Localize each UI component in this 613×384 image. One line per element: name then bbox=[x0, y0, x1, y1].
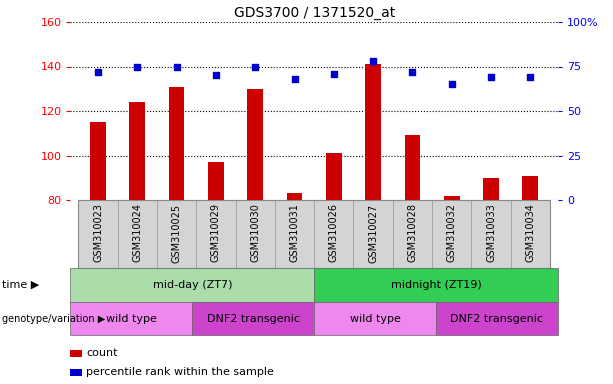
Text: GSM310032: GSM310032 bbox=[447, 204, 457, 262]
Text: count: count bbox=[86, 348, 118, 358]
Bar bbox=[471, 200, 511, 268]
Point bbox=[486, 74, 496, 80]
Bar bbox=[275, 200, 314, 268]
Point bbox=[447, 81, 457, 88]
Bar bbox=[314, 268, 558, 302]
Bar bbox=[326, 153, 341, 200]
Bar bbox=[235, 200, 275, 268]
Point bbox=[132, 63, 142, 70]
Bar bbox=[444, 195, 460, 200]
Point bbox=[93, 69, 103, 75]
Bar bbox=[196, 200, 235, 268]
Bar bbox=[248, 89, 263, 200]
Text: GSM310031: GSM310031 bbox=[289, 204, 300, 262]
Text: mid-day (ZT7): mid-day (ZT7) bbox=[153, 280, 232, 290]
Text: GSM310023: GSM310023 bbox=[93, 204, 103, 262]
Point bbox=[525, 74, 535, 80]
Bar bbox=[365, 64, 381, 200]
Text: GSM310034: GSM310034 bbox=[525, 204, 535, 262]
Text: GSM310028: GSM310028 bbox=[408, 204, 417, 262]
Text: wild type: wild type bbox=[106, 313, 157, 323]
Bar bbox=[208, 162, 224, 200]
Text: GSM310024: GSM310024 bbox=[132, 204, 142, 262]
Bar bbox=[70, 268, 314, 302]
Bar bbox=[78, 200, 118, 268]
Bar bbox=[393, 200, 432, 268]
Text: GSM310027: GSM310027 bbox=[368, 204, 378, 263]
Bar bbox=[129, 102, 145, 200]
Text: time ▶: time ▶ bbox=[2, 280, 39, 290]
Bar bbox=[70, 302, 192, 335]
Bar bbox=[522, 175, 538, 200]
Bar bbox=[432, 200, 471, 268]
Bar bbox=[511, 200, 550, 268]
Title: GDS3700 / 1371520_at: GDS3700 / 1371520_at bbox=[234, 6, 395, 20]
Text: GSM310029: GSM310029 bbox=[211, 204, 221, 262]
Bar bbox=[118, 200, 157, 268]
Bar bbox=[90, 122, 106, 200]
Point bbox=[289, 76, 299, 82]
Bar bbox=[436, 302, 558, 335]
Text: midnight (ZT19): midnight (ZT19) bbox=[390, 280, 481, 290]
Text: DNF2 transgenic: DNF2 transgenic bbox=[451, 313, 543, 323]
Point bbox=[408, 69, 417, 75]
Bar bbox=[157, 200, 196, 268]
Bar bbox=[287, 193, 302, 200]
Bar bbox=[192, 302, 314, 335]
Bar bbox=[354, 200, 393, 268]
Point bbox=[329, 71, 339, 77]
Text: percentile rank within the sample: percentile rank within the sample bbox=[86, 367, 274, 377]
Bar bbox=[314, 200, 354, 268]
Point bbox=[172, 63, 181, 70]
Text: genotype/variation ▶: genotype/variation ▶ bbox=[2, 313, 105, 323]
Point bbox=[250, 63, 260, 70]
Text: GSM310030: GSM310030 bbox=[250, 204, 260, 262]
Bar bbox=[405, 136, 421, 200]
Text: wild type: wild type bbox=[349, 313, 400, 323]
Bar bbox=[169, 86, 185, 200]
Point bbox=[211, 72, 221, 78]
Text: GSM310026: GSM310026 bbox=[329, 204, 339, 262]
Text: GSM310025: GSM310025 bbox=[172, 204, 181, 263]
Point bbox=[368, 58, 378, 64]
Text: GSM310033: GSM310033 bbox=[486, 204, 496, 262]
Text: DNF2 transgenic: DNF2 transgenic bbox=[207, 313, 300, 323]
Bar bbox=[314, 302, 436, 335]
Bar bbox=[483, 178, 499, 200]
